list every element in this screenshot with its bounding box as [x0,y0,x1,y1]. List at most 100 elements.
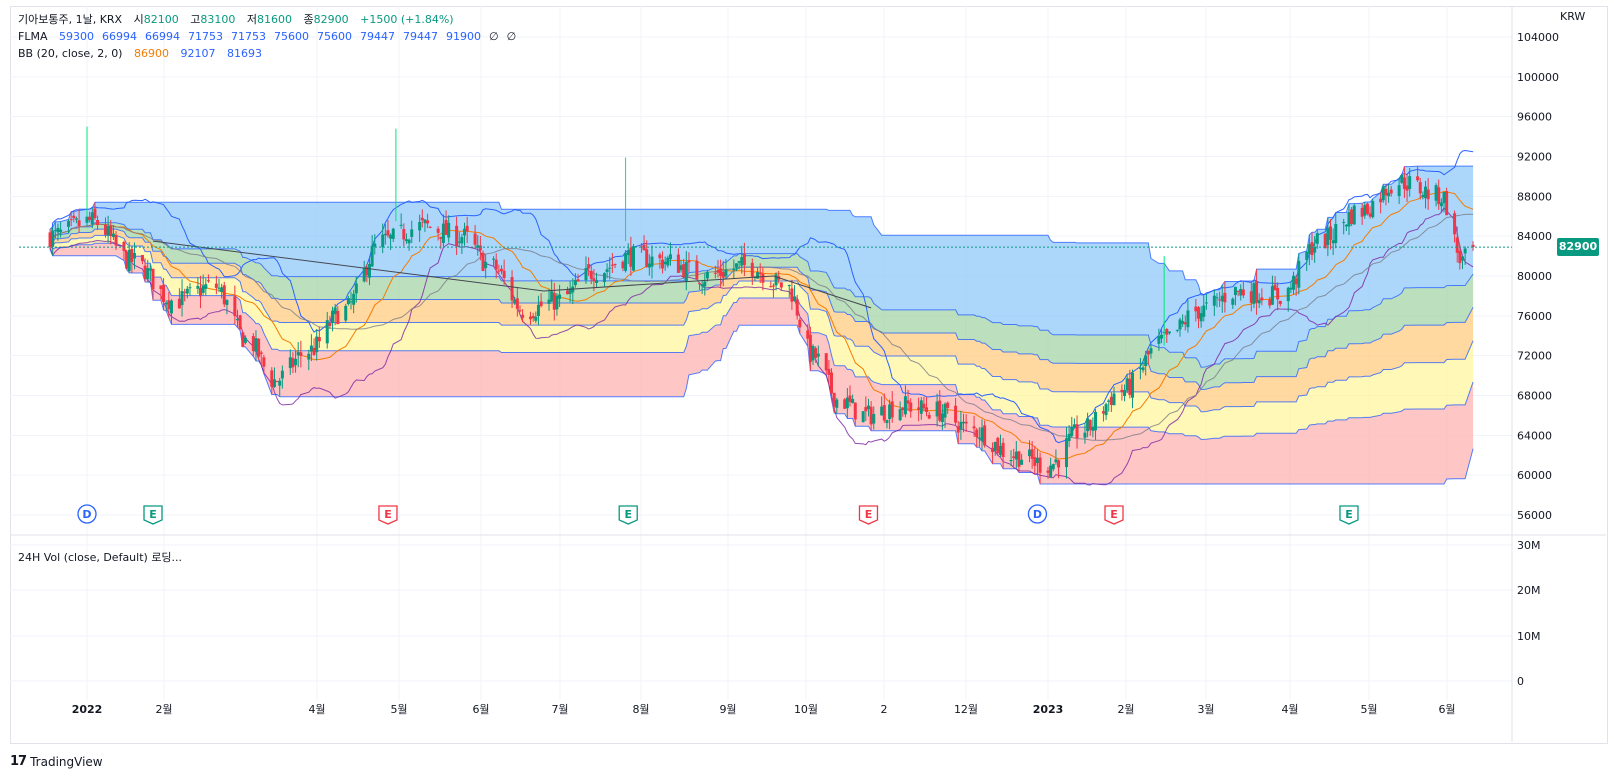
last-price-tag: 82900 [1557,238,1599,257]
candle-body [473,233,477,245]
candle-body [1194,306,1198,312]
volume-legend[interactable]: 24H Vol (close, Default) 로딩... [18,551,183,564]
y-tick-label: 56000 [1517,509,1552,522]
dividend-marker[interactable]: D [77,504,97,524]
candle-body [426,220,430,224]
candle-body [1328,226,1332,240]
candle-body [925,407,929,413]
earnings-marker[interactable]: E [1104,505,1124,525]
candle-body [478,245,482,251]
candle-body [1057,460,1061,468]
candle-body [1289,287,1293,290]
candle-body [109,225,113,237]
candle-body [866,405,870,410]
candle-body [217,287,221,289]
candle-body [864,406,868,412]
candle-body [1149,348,1153,354]
bb-row[interactable]: BB (20, close, 2, 0) 86900 92107 81693 [18,45,524,62]
candle-body [650,256,654,267]
candle-body [676,254,680,273]
candle-body [1400,175,1404,183]
candle-body [183,291,187,293]
flma-row[interactable]: FLMA 59300 66994 66994 71753 71753 75600 75600… [18,28,524,45]
candle-body [816,353,820,357]
currency-label[interactable]: KRW [1560,10,1586,23]
candle-body [1387,192,1391,197]
candle-body [1144,355,1148,367]
candle-body [761,273,765,283]
marker-badge [1104,505,1124,525]
candle-body [695,260,699,280]
candle-body [272,379,276,387]
candle-body [185,288,189,294]
marker-label: D [82,508,91,521]
y-tick-label: 100000 [1517,71,1559,84]
earnings-marker[interactable]: E [378,505,398,525]
earnings-marker[interactable]: E [858,505,879,525]
candle-body [1083,432,1087,438]
candle-body [1426,189,1430,200]
flma-level-line [49,249,1474,485]
candle-body [848,395,852,402]
candle-body [1239,289,1243,296]
candle-body [444,219,448,235]
candle-body [1160,334,1164,339]
candle-body [1241,289,1245,296]
earnings-marker[interactable]: E [1339,505,1359,525]
candle-body [566,290,569,295]
candle-body [235,318,239,321]
flma-level-line [49,234,1474,413]
earnings-marker[interactable]: E [618,505,638,525]
candle-body [196,285,200,289]
candle-body [909,402,913,412]
tradingview-logo[interactable]: 17 TradingView [10,754,103,769]
candle-body [257,338,261,357]
time-axis[interactable]: 2022 2월 4월 5월 6월 7월 8월 9월 10월 2 12월 2023 2월 3월 4월 5월 6월 [72,703,1456,716]
high-value: 83100 [200,13,236,26]
candle-body [1255,281,1259,303]
candle-body [827,368,831,375]
flma-zone [50,222,1474,390]
earnings-marker[interactable]: E [143,505,163,525]
candle-body [243,337,247,343]
price-axis[interactable]: 104000 100000 96000 92000 88000 84000 80000 760… [1517,31,1559,522]
candle-body [885,420,889,424]
candle-body [410,229,414,237]
candle-body [539,301,543,307]
bb-label[interactable]: BB (20, close, 2, 0) [18,47,123,60]
candle-body [492,258,496,260]
candle-body [331,310,335,324]
candle-body [48,232,52,248]
x-tick-label: 3월 [1197,703,1214,716]
volume-axis[interactable]: 30M 20M 10M 0 [1517,539,1541,688]
bollinger-bands [49,149,1474,486]
legend: 기아보통주, 1날, KRX 시82100 고83100 저81600 종829… [18,11,524,62]
y-tick-label: 72000 [1517,350,1552,363]
flma-value: ∅ [488,30,499,43]
candle-body [954,405,958,423]
high-label: 고 [190,13,201,26]
candle-body [917,407,921,410]
x-tick-label: 2월 [155,703,172,716]
x-tick-label: 2022 [72,703,103,716]
dividend-marker[interactable]: D [1027,504,1048,524]
candle-body [1001,442,1005,458]
marker-badge [1339,505,1359,525]
candle-body [407,239,411,244]
candle-body [103,224,107,235]
candle-body [1365,203,1369,214]
symbol-row[interactable]: 기아보통주, 1날, KRX 시82100 고83100 저81600 종829… [18,11,524,28]
candle-body [143,265,147,280]
low-value: 81600 [256,13,292,26]
candle-body [1178,319,1182,330]
flma-label[interactable]: FLMA [18,30,48,43]
symbol-name[interactable]: 기아보통주, 1날, KRX [18,13,123,26]
candle-body [352,293,356,305]
candle-body [1402,177,1406,189]
candle-body [1202,305,1206,317]
volume-tick-label: 20M [1517,584,1541,597]
candle-body [531,316,535,319]
candle-body [779,282,783,288]
